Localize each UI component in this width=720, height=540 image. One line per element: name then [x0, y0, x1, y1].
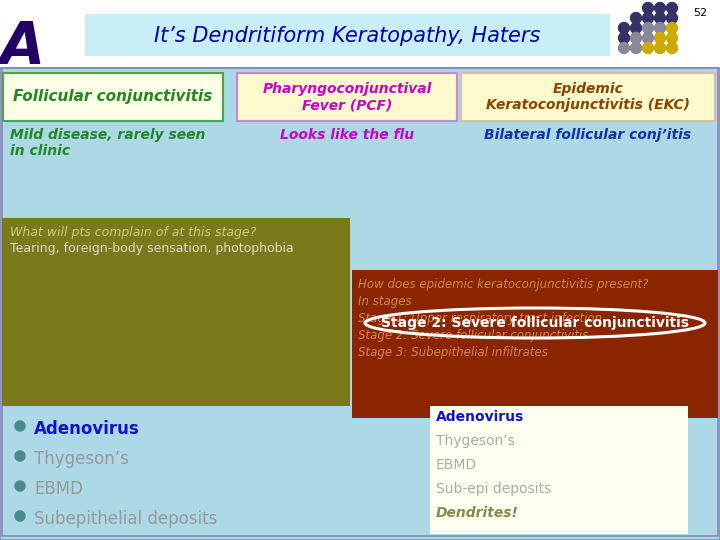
Circle shape: [667, 12, 678, 24]
Bar: [2, 218, 350, 406]
Text: How does epidemic keratoconjunctivitis present?: How does epidemic keratoconjunctivitis p…: [358, 278, 649, 291]
Text: 52: 52: [693, 8, 707, 18]
Bar: [430, 406, 688, 534]
Circle shape: [618, 23, 629, 33]
Text: Stage 1: Upper respiratory tract infection: Stage 1: Upper respiratory tract infecti…: [358, 312, 602, 325]
Circle shape: [667, 3, 678, 14]
Text: Stage 3: Subepithelial infiltrates: Stage 3: Subepithelial infiltrates: [358, 346, 548, 359]
Circle shape: [642, 32, 654, 44]
Text: Stage 2: Severe follicular conjunctivitis: Stage 2: Severe follicular conjunctiviti…: [358, 329, 588, 342]
Text: EBMD: EBMD: [436, 458, 477, 472]
Circle shape: [642, 12, 654, 24]
Circle shape: [618, 32, 629, 44]
Circle shape: [654, 43, 665, 53]
Circle shape: [654, 23, 665, 33]
Text: Adenovirus: Adenovirus: [436, 410, 524, 424]
FancyBboxPatch shape: [461, 73, 715, 121]
Text: What will pts complain of at this stage?: What will pts complain of at this stage?: [10, 226, 256, 239]
Circle shape: [667, 32, 678, 44]
Text: Pharyngoconjunctival
Fever (PCF): Pharyngoconjunctival Fever (PCF): [262, 82, 432, 112]
Text: Tearing, foreign-body sensation, photophobia: Tearing, foreign-body sensation, photoph…: [10, 242, 294, 255]
Circle shape: [667, 23, 678, 33]
Text: Bilateral follicular conj’itis: Bilateral follicular conj’itis: [485, 128, 692, 142]
Text: Epidemic
Keratoconjunctivitis (EKC): Epidemic Keratoconjunctivitis (EKC): [486, 82, 690, 112]
Text: Sub-epi deposits: Sub-epi deposits: [436, 482, 552, 496]
Circle shape: [631, 43, 642, 53]
Text: Mild disease, rarely seen
in clinic: Mild disease, rarely seen in clinic: [10, 128, 205, 158]
Text: Dendrites!: Dendrites!: [436, 506, 519, 520]
FancyBboxPatch shape: [237, 73, 457, 121]
Circle shape: [642, 43, 654, 53]
Circle shape: [631, 32, 642, 44]
Circle shape: [15, 511, 25, 521]
Text: Adenovirus: Adenovirus: [34, 420, 140, 438]
Text: Thygeson’s: Thygeson’s: [34, 450, 129, 468]
Text: EBMD: EBMD: [34, 480, 83, 498]
Bar: [85, 14, 610, 56]
Bar: [352, 270, 718, 418]
Circle shape: [654, 32, 665, 44]
Circle shape: [667, 43, 678, 53]
Circle shape: [15, 421, 25, 431]
Circle shape: [631, 12, 642, 24]
Circle shape: [618, 43, 629, 53]
Circle shape: [642, 3, 654, 14]
Text: Follicular conjunctivitis: Follicular conjunctivitis: [13, 90, 212, 105]
Circle shape: [631, 23, 642, 33]
FancyBboxPatch shape: [3, 73, 223, 121]
Text: Subepithelial deposits: Subepithelial deposits: [34, 510, 217, 528]
Circle shape: [642, 23, 654, 33]
Text: A: A: [0, 19, 45, 77]
Circle shape: [654, 12, 665, 24]
Text: Stage 2: Severe follicular conjunctivitis: Stage 2: Severe follicular conjunctiviti…: [381, 316, 689, 330]
Text: Looks like the flu: Looks like the flu: [280, 128, 414, 142]
Bar: [2, 68, 718, 536]
Text: It’s Dendritiform Keratopathy, Haters: It’s Dendritiform Keratopathy, Haters: [154, 26, 540, 46]
Circle shape: [15, 451, 25, 461]
Text: In stages: In stages: [358, 295, 412, 308]
Text: Thygeson’s: Thygeson’s: [436, 434, 515, 448]
Bar: [0, 68, 720, 540]
Circle shape: [15, 481, 25, 491]
Circle shape: [654, 3, 665, 14]
